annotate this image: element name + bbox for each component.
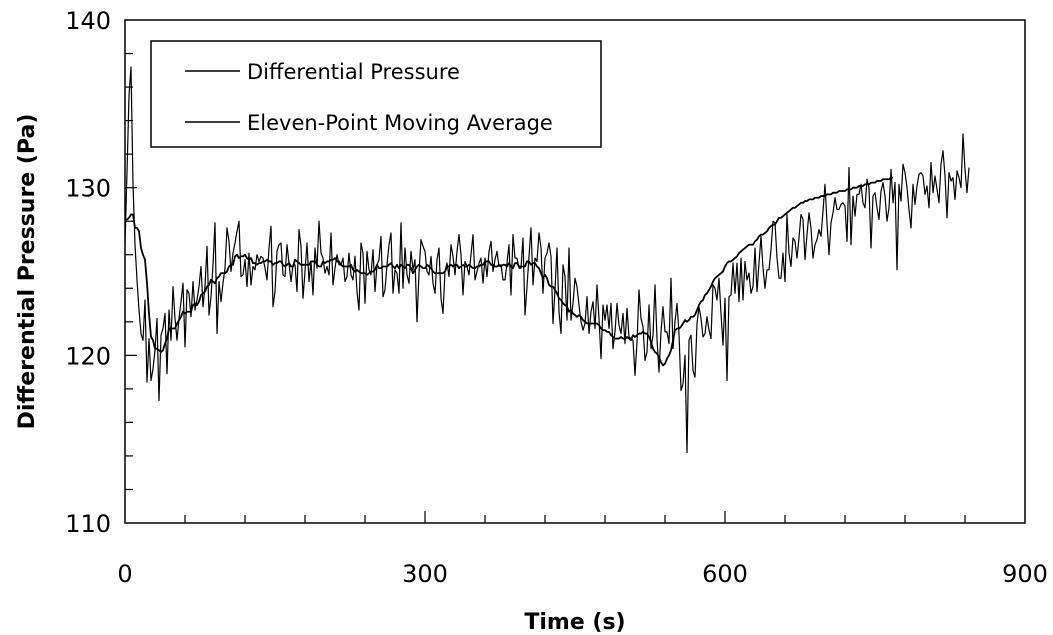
x-tick-label: 0 [117, 560, 132, 588]
y-tick-label: 110 [65, 510, 111, 538]
series-line-moving-average [125, 176, 893, 367]
x-tick-label: 900 [1002, 560, 1048, 588]
legend-box [150, 40, 602, 148]
axis-ticks-group [125, 52, 966, 523]
y-tick-label: 140 [65, 7, 111, 35]
y-axis-title: Differential Pressure (Pa) [15, 114, 40, 430]
legend-label-differential-pressure: Differential Pressure [247, 60, 460, 84]
chart-legend: Differential Pressure Eleven-Point Movin… [150, 40, 602, 148]
plot-series-group [125, 66, 970, 454]
x-axis-title: Time (s) [524, 610, 625, 635]
series-line-differential-pressure [125, 66, 970, 454]
axis-tick-labels-group: 0 300 600 900 110 120 130 140 [65, 7, 1048, 588]
plot-area-frame [124, 19, 1026, 524]
y-tick-label: 130 [65, 175, 111, 203]
x-tick-label: 300 [402, 560, 448, 588]
legend-label-moving-average: Eleven-Point Moving Average [247, 111, 553, 135]
x-tick-label: 600 [702, 560, 748, 588]
y-tick-label: 120 [65, 342, 111, 370]
